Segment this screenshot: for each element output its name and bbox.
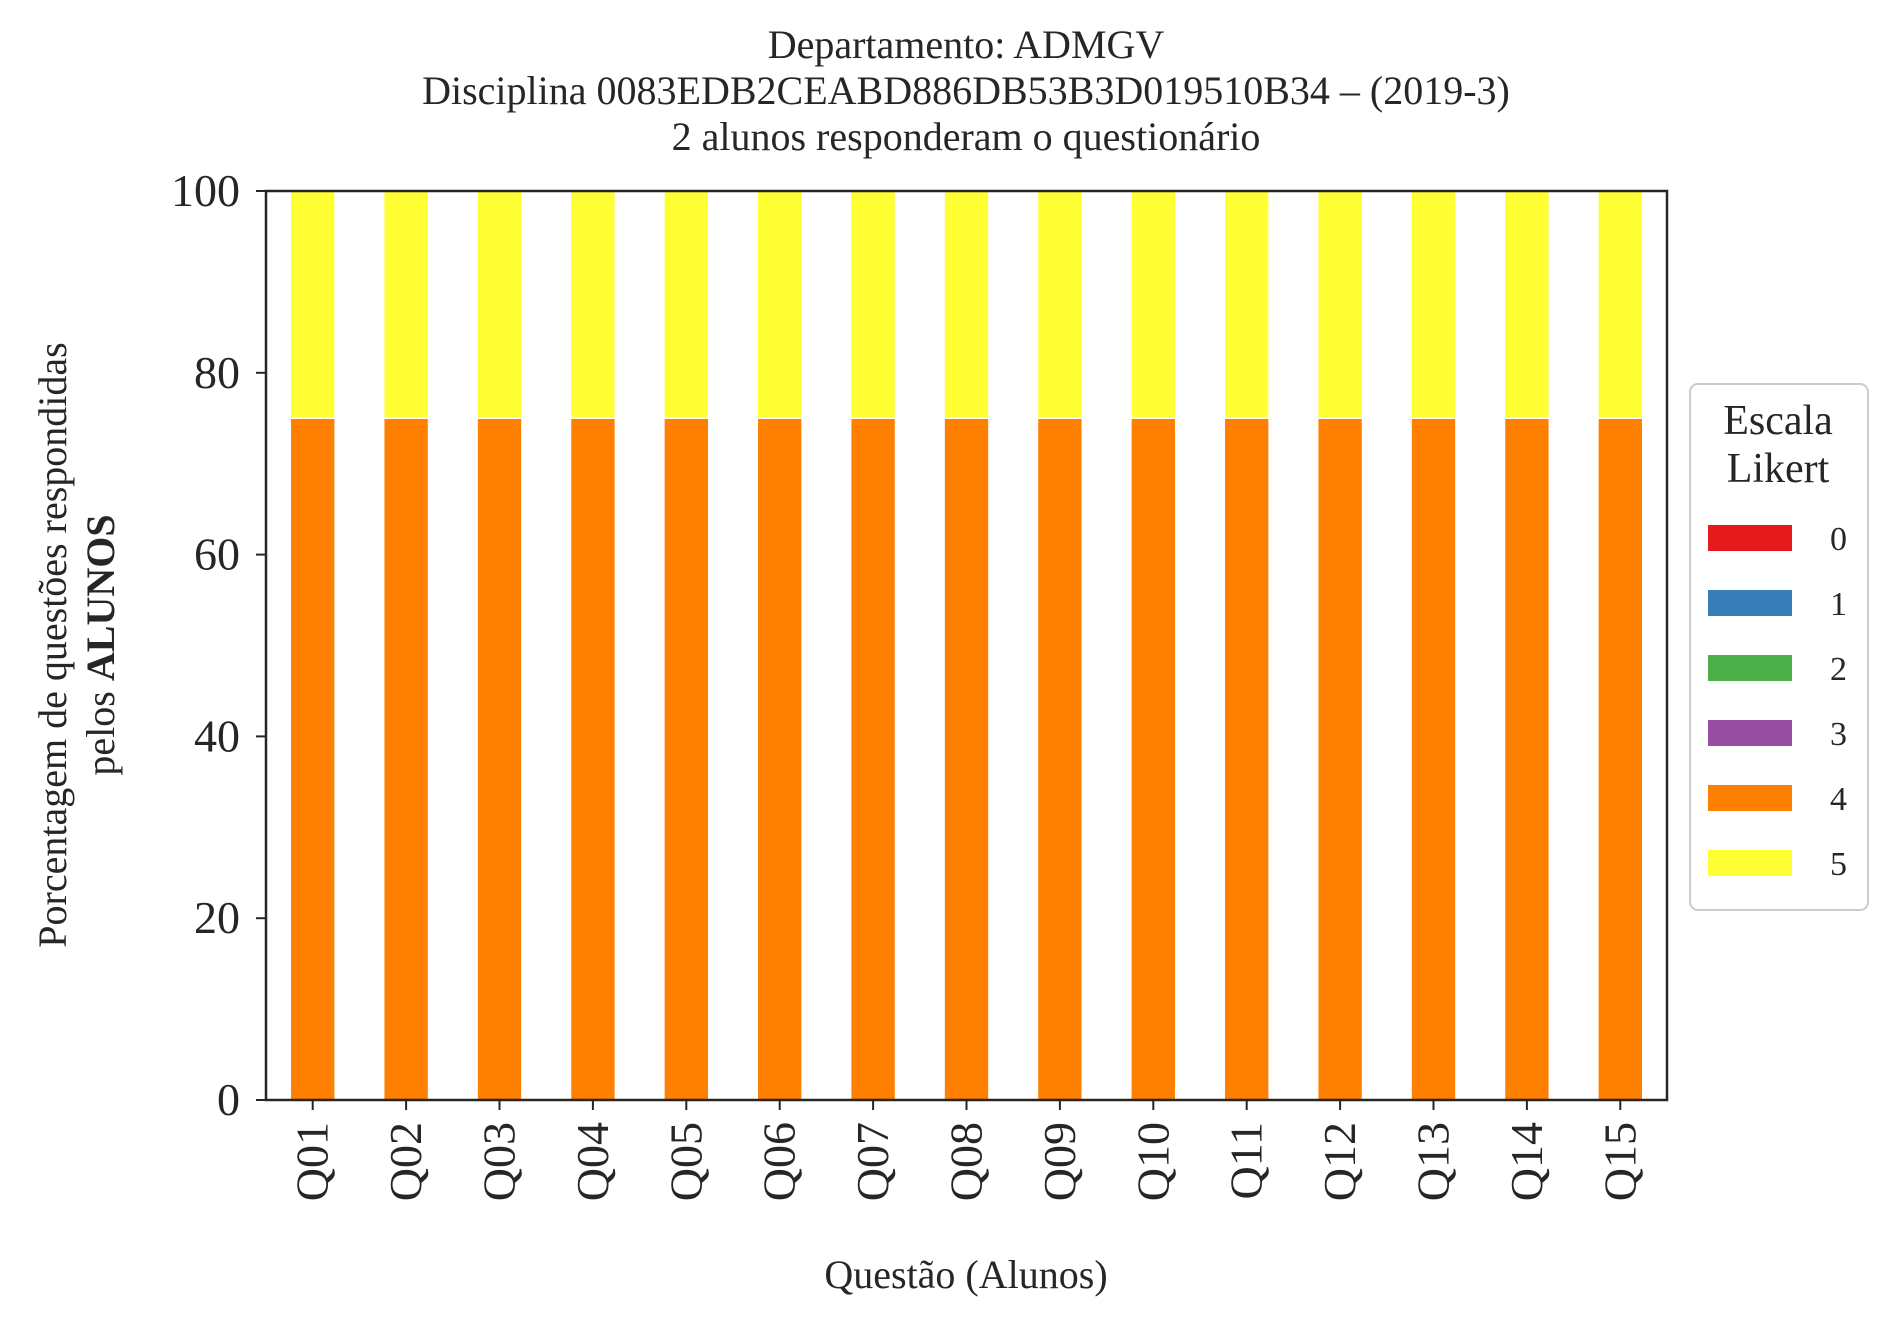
x-tick-label-Q05: Q05: [660, 1122, 711, 1201]
x-tick-label-Q14: Q14: [1501, 1122, 1552, 1201]
y-axis-label-line1: Porcentagem de questões respondidas: [30, 342, 75, 947]
bar-Q10-scale-4: [1130, 417, 1177, 1101]
y-tick-label-40: 40: [194, 710, 240, 761]
bar-Q02-scale-4: [382, 417, 430, 1101]
x-tick-label-Q08: Q08: [941, 1122, 992, 1201]
legend-swatch-0: [1708, 525, 1792, 551]
legend-label-5: 5: [1830, 846, 1847, 883]
bar-Q06-scale-5: [756, 190, 803, 419]
bar-Q14-scale-5: [1503, 190, 1551, 419]
y-tick-label-60: 60: [194, 529, 240, 580]
bar-Q11-scale-5: [1223, 190, 1270, 419]
bar-Q09-scale-5: [1036, 190, 1084, 419]
y-axis-ticks: 0 20 40 60 80 100: [171, 165, 266, 1125]
bar-Q01-scale-5: [289, 190, 336, 419]
x-tick-label-Q06: Q06: [754, 1122, 805, 1201]
bar-Q07-scale-5: [849, 190, 897, 419]
bar-Q02-scale-5: [382, 190, 430, 419]
x-tick-label-Q10: Q10: [1127, 1122, 1178, 1201]
legend-title-line-2: Likert: [1727, 446, 1830, 492]
bar-Q12-scale-4: [1316, 417, 1364, 1101]
bar-Q10-scale-5: [1130, 190, 1177, 419]
legend-swatch-3: [1708, 720, 1792, 746]
y-axis-label: Porcentagem de questões respondidas pelo…: [30, 342, 123, 947]
x-axis-label: Questão (Alunos): [824, 1252, 1107, 1297]
title-line-2: Disciplina 0083EDB2CEABD886DB53B3D019510…: [422, 68, 1510, 113]
y-axis-label-bold: ALUNOS: [78, 514, 123, 681]
bar-Q12-scale-5: [1316, 190, 1364, 419]
legend-label-1: 1: [1830, 586, 1847, 623]
legend-label-3: 3: [1830, 716, 1847, 753]
x-tick-label-Q04: Q04: [567, 1122, 618, 1201]
bar-Q08-scale-4: [943, 417, 990, 1101]
bar-Q15-scale-5: [1597, 190, 1644, 419]
y-axis-label-prefix: pelos: [78, 681, 123, 775]
legend-label-4: 4: [1830, 781, 1847, 818]
bar-Q06-scale-4: [756, 417, 803, 1101]
legend-title-line-1: Escala: [1723, 398, 1833, 444]
y-tick-label-20: 20: [194, 892, 240, 943]
bar-Q14-scale-4: [1503, 417, 1551, 1101]
legend-label-0: 0: [1830, 521, 1847, 558]
x-tick-label-Q12: Q12: [1314, 1122, 1365, 1201]
bar-Q15-scale-4: [1597, 417, 1644, 1101]
x-tick-label-Q11: Q11: [1221, 1122, 1272, 1200]
bars: [289, 190, 1644, 1101]
x-tick-label-Q02: Q02: [380, 1122, 431, 1201]
legend-swatch-1: [1708, 590, 1792, 616]
bar-Q01-scale-4: [289, 417, 336, 1101]
x-tick-label-Q01: Q01: [287, 1122, 338, 1201]
x-axis-ticks: Q01 Q02 Q03 Q04 Q05 Q06 Q07 Q08 Q09 Q10 Q11 Q12 Q13 Q…: [287, 1100, 1645, 1201]
bar-Q09-scale-4: [1036, 417, 1084, 1101]
legend-swatch-4: [1708, 785, 1792, 811]
legend-swatch-2: [1708, 655, 1792, 681]
x-tick-label-Q07: Q07: [847, 1122, 898, 1201]
x-tick-label-Q03: Q03: [474, 1122, 525, 1201]
x-tick-label-Q15: Q15: [1594, 1122, 1645, 1201]
title-line-1: Departamento: ADMGV: [768, 22, 1165, 67]
bar-Q13-scale-4: [1410, 417, 1457, 1101]
bar-Q04-scale-4: [569, 417, 617, 1101]
bar-Q05-scale-5: [663, 190, 710, 419]
bar-Q05-scale-4: [663, 417, 710, 1101]
title-line-3: 2 alunos responderam o questionário: [672, 114, 1261, 159]
bar-Q07-scale-4: [849, 417, 897, 1101]
bar-Q04-scale-5: [569, 190, 617, 419]
bar-Q08-scale-5: [943, 190, 990, 419]
legend-box: [1689, 383, 1869, 911]
legend-label-2: 2: [1830, 651, 1847, 688]
x-tick-label-Q09: Q09: [1034, 1122, 1085, 1201]
y-tick-label-100: 100: [171, 165, 240, 216]
y-tick-label-80: 80: [194, 347, 240, 398]
x-tick-label-Q13: Q13: [1408, 1122, 1459, 1201]
y-axis-label-line2: pelos ALUNOS: [78, 514, 123, 775]
bar-Q03-scale-5: [476, 190, 523, 419]
bar-Q03-scale-4: [476, 417, 523, 1101]
legend-swatch-5: [1708, 850, 1792, 876]
bar-Q13-scale-5: [1410, 190, 1457, 419]
y-tick-label-0: 0: [217, 1074, 240, 1125]
bar-Q11-scale-4: [1223, 417, 1270, 1101]
